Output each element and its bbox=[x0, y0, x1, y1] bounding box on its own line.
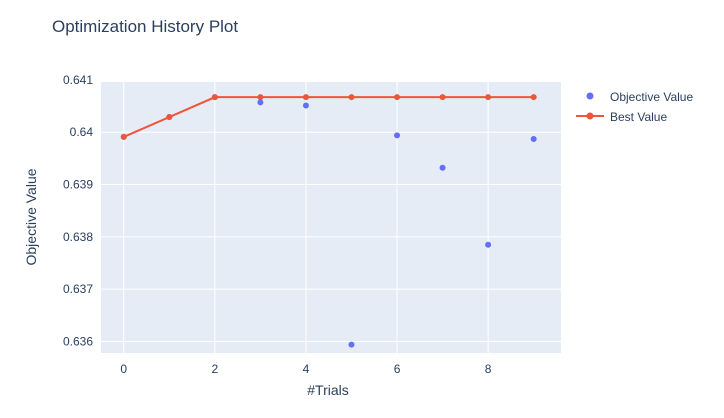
grid-lines bbox=[101, 79, 561, 353]
legend[interactable]: Objective Value Best Value bbox=[576, 90, 693, 124]
x-tick-label: 6 bbox=[394, 362, 401, 376]
objective-value-point[interactable] bbox=[530, 136, 537, 143]
objective-value-point[interactable] bbox=[439, 164, 446, 171]
best-value-line bbox=[123, 96, 534, 138]
series-best-value bbox=[120, 94, 537, 140]
best-value-point[interactable] bbox=[439, 94, 446, 101]
best-value-point[interactable] bbox=[485, 94, 492, 101]
tick-labels: 0 2 4 6 8 0.636 0.637 0.638 0.639 0.64 0.641 bbox=[63, 73, 492, 376]
y-tick-label: 0.639 bbox=[63, 178, 93, 192]
x-tick-label: 8 bbox=[485, 362, 492, 376]
legend-label-best-value: Best Value bbox=[610, 110, 667, 124]
best-value-point[interactable] bbox=[394, 94, 401, 101]
y-axis-title: Objective Value bbox=[23, 168, 39, 265]
best-value-point[interactable] bbox=[257, 94, 264, 101]
x-tick-label: 4 bbox=[303, 362, 310, 376]
legend-item-objective-value[interactable]: Objective Value bbox=[586, 90, 694, 104]
objective-value-point[interactable] bbox=[348, 341, 355, 348]
y-tick-label: 0.636 bbox=[63, 334, 93, 348]
legend-item-best-value[interactable]: Best Value bbox=[576, 110, 667, 124]
objective-value-point[interactable] bbox=[394, 132, 401, 139]
best-value-point[interactable] bbox=[348, 94, 355, 101]
y-tick-label: 0.638 bbox=[63, 230, 93, 244]
objective-value-point[interactable] bbox=[485, 241, 492, 248]
legend-marker-best-value bbox=[586, 112, 594, 120]
best-value-point[interactable] bbox=[120, 133, 127, 140]
x-tick-label: 0 bbox=[120, 362, 127, 376]
series-layer bbox=[120, 94, 537, 348]
legend-label-objective-value: Objective Value bbox=[610, 90, 693, 104]
plot-area bbox=[101, 82, 561, 353]
x-axis-title: #Trials bbox=[307, 382, 349, 398]
objective-value-point[interactable] bbox=[302, 102, 309, 109]
x-tick-label: 2 bbox=[212, 362, 219, 376]
chart-title: Optimization History Plot bbox=[52, 17, 238, 36]
best-value-point[interactable] bbox=[530, 94, 537, 101]
legend-marker-objective-value bbox=[586, 92, 594, 100]
best-value-point[interactable] bbox=[302, 94, 309, 101]
best-value-point[interactable] bbox=[211, 94, 218, 101]
best-value-point[interactable] bbox=[166, 114, 173, 121]
y-tick-label: 0.64 bbox=[70, 125, 94, 139]
y-tick-label: 0.637 bbox=[63, 282, 93, 296]
objective-value-point[interactable] bbox=[257, 99, 264, 106]
y-tick-label: 0.641 bbox=[63, 73, 93, 87]
